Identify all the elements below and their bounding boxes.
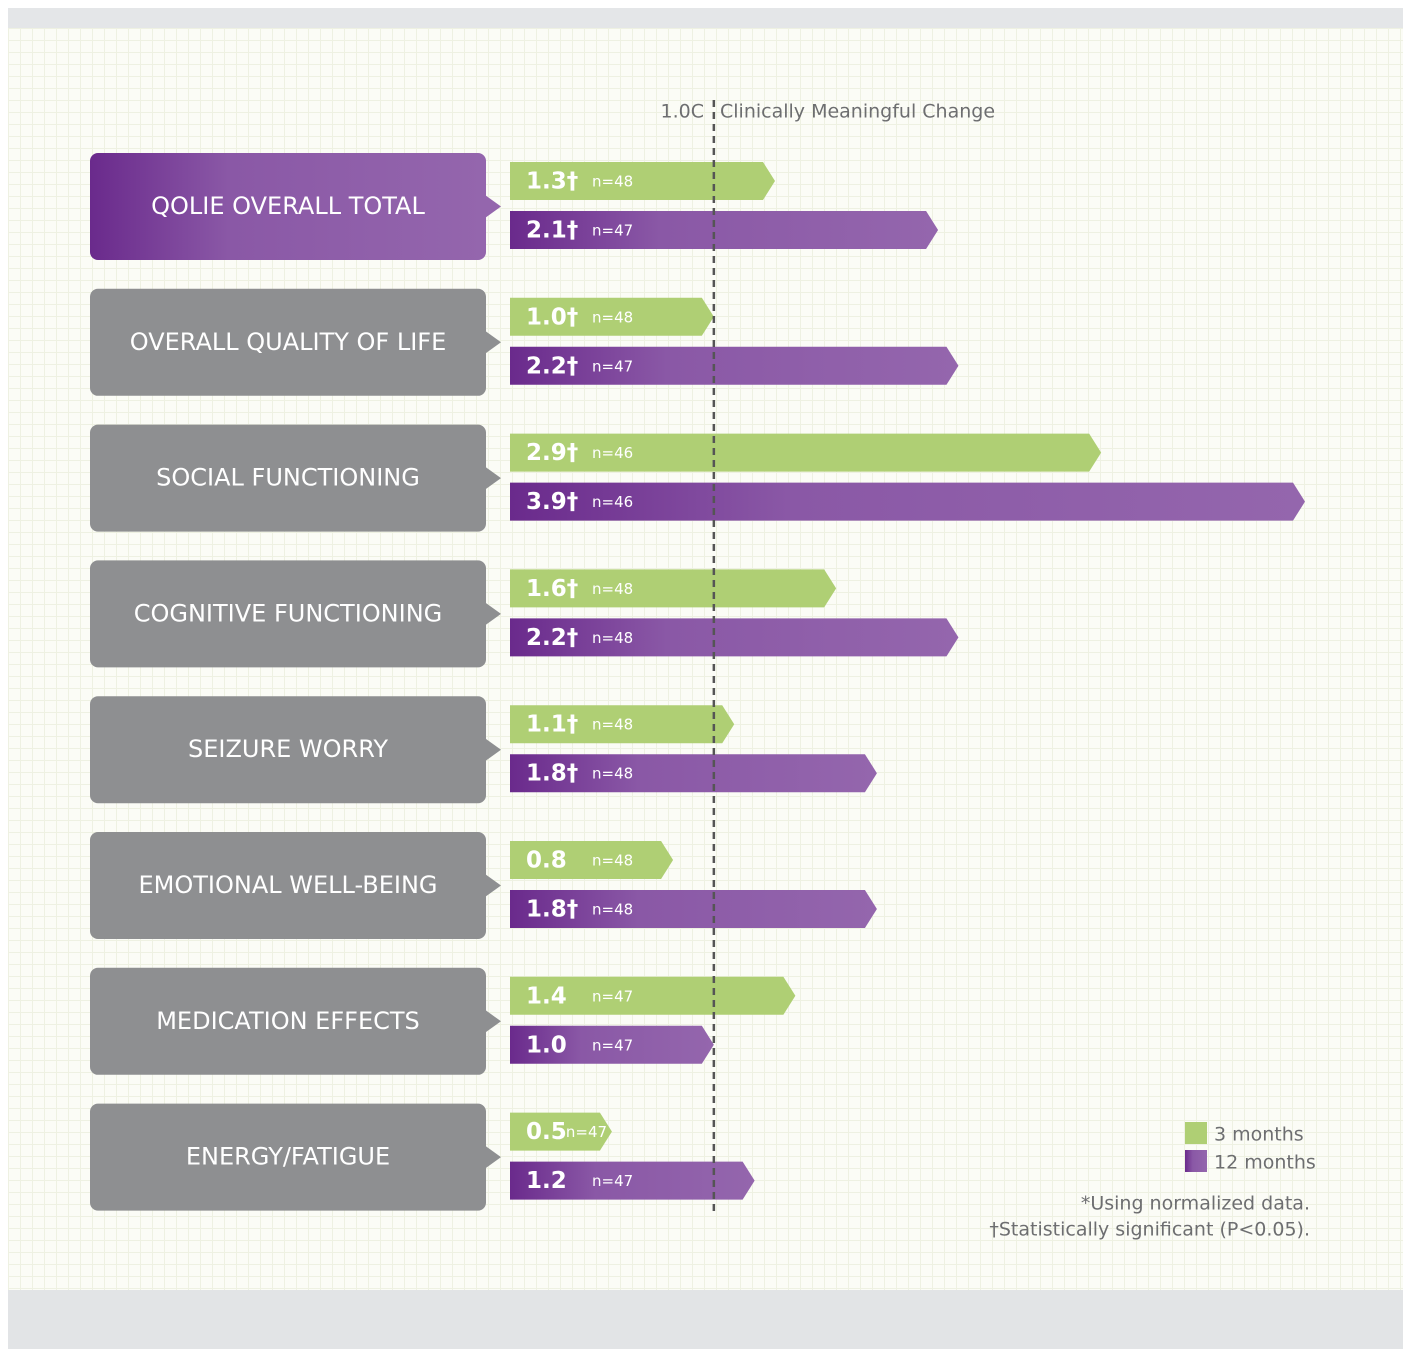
reference-title: Clinically Meaningful Change (720, 101, 995, 123)
bar (510, 1025, 714, 1064)
value-label: 1.8† (526, 761, 578, 787)
value-label: 1.0† (526, 304, 578, 330)
value-label: 1.2 (526, 1168, 567, 1194)
n-label: n=48 (592, 716, 633, 734)
n-label: n=46 (592, 444, 633, 462)
top-band (8, 8, 1403, 28)
bar (510, 297, 714, 336)
category-label: QOLIE OVERALL TOTAL (151, 192, 425, 220)
category-box (90, 424, 486, 532)
category-label: SEIZURE WORRY (188, 735, 388, 763)
n-label: n=48 (592, 852, 633, 870)
value-label: 1.3† (526, 169, 578, 195)
value-label: 2.1† (526, 218, 578, 244)
n-label: n=47 (592, 987, 633, 1005)
n-label: n=47 (592, 1172, 633, 1190)
footnote: †Statistically significant (P<0.05). (989, 1219, 1310, 1241)
bar (510, 1112, 612, 1151)
n-label: n=46 (592, 493, 633, 511)
category-box (90, 560, 486, 668)
n-label: n=47 (566, 1123, 607, 1141)
footnote: *Using normalized data. (1081, 1193, 1310, 1215)
n-label: n=47 (592, 222, 633, 240)
category-pointer (485, 738, 501, 762)
n-label: n=48 (592, 765, 633, 783)
bar (510, 976, 796, 1015)
legend-label: 3 months (1214, 1124, 1304, 1146)
category-label: ENERGY/FATIGUE (186, 1143, 390, 1171)
value-label: 2.2† (526, 625, 578, 651)
category-box (90, 153, 486, 260)
bar (510, 162, 775, 200)
category-pointer (485, 874, 501, 897)
value-label: 2.2† (526, 353, 578, 379)
bar (510, 1161, 755, 1200)
category-label: OVERALL QUALITY OF LIFE (130, 328, 447, 356)
bar (510, 618, 959, 657)
category-label: EMOTIONAL WELL-BEING (138, 871, 437, 899)
value-label: 1.6† (526, 576, 578, 602)
bottom-band (8, 1290, 1403, 1349)
category-pointer (485, 195, 501, 218)
n-label: n=48 (592, 580, 633, 598)
value-label: 3.9† (526, 489, 578, 515)
bar (510, 482, 1305, 521)
n-label: n=47 (592, 1036, 633, 1054)
category-box (90, 696, 486, 804)
value-label: 1.0 (526, 1032, 567, 1058)
value-label: 2.9† (526, 440, 578, 466)
category-pointer (485, 1009, 501, 1033)
bar (510, 433, 1102, 472)
n-label: n=47 (592, 357, 633, 375)
category-box (90, 967, 486, 1075)
reference-label: 1.0C (661, 101, 704, 123)
value-label: 1.1† (526, 712, 578, 738)
category-label: COGNITIVE FUNCTIONING (134, 599, 443, 627)
category-pointer (485, 602, 501, 626)
bar (510, 705, 735, 744)
category-box (90, 288, 486, 396)
legend-swatch (1185, 1150, 1207, 1172)
bar (510, 841, 674, 879)
value-label: 1.4 (526, 983, 567, 1009)
legend-swatch (1185, 1122, 1207, 1144)
n-label: n=48 (592, 629, 633, 647)
category-label: SOCIAL FUNCTIONING (156, 464, 420, 492)
n-label: n=48 (592, 173, 633, 191)
category-pointer (485, 1145, 501, 1169)
value-label: 1.8† (526, 897, 578, 923)
n-label: n=48 (592, 308, 633, 326)
n-label: n=48 (592, 901, 633, 919)
category-label: MEDICATION EFFECTS (156, 1007, 420, 1035)
bar (510, 346, 959, 385)
category-pointer (485, 466, 501, 490)
bar (510, 569, 837, 608)
value-label: 0.5 (526, 1119, 567, 1145)
category-box (90, 1103, 486, 1211)
category-box (90, 832, 486, 939)
bar (510, 211, 939, 249)
value-label: 0.8 (526, 848, 567, 874)
bar (510, 754, 877, 793)
bar (510, 890, 877, 928)
category-pointer (485, 330, 501, 354)
legend-label: 12 months (1214, 1152, 1316, 1174)
